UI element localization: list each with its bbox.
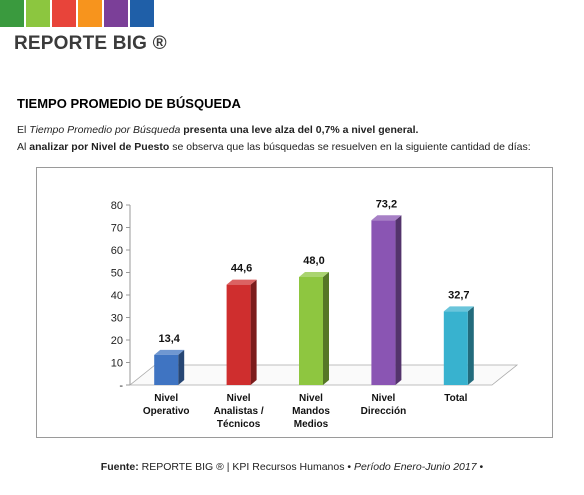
description-1-b: Tiempo Promedio por Búsqueda — [29, 124, 181, 136]
x-tick-label: Total — [444, 393, 467, 404]
x-tick-label: Medios — [294, 419, 329, 430]
stripe-4 — [78, 0, 102, 27]
stripe-5 — [104, 0, 128, 27]
bar-top — [371, 215, 402, 221]
y-tick-label: 50 — [111, 268, 123, 280]
bar-side — [323, 272, 329, 385]
bar-value-label: 32,7 — [448, 289, 469, 301]
bar — [443, 311, 468, 385]
x-tick-label: Dirección — [361, 406, 407, 417]
bar-top — [226, 279, 257, 285]
description-2-b: analizar por Nivel de Puesto — [29, 141, 170, 153]
footer-source-text: REPORTE BIG ® | KPI Recursos Humanos — [138, 461, 348, 473]
brand-logo-text: REPORTE BIG ® — [14, 33, 167, 54]
stripe-3 — [52, 0, 76, 27]
description-1-a: El — [17, 124, 30, 136]
bar-value-label: 73,2 — [376, 198, 397, 210]
x-tick-label: Operativo — [143, 406, 190, 417]
footer-bullet-1: • — [347, 461, 352, 473]
y-tick-label: 80 — [111, 200, 123, 212]
bar-side — [395, 215, 402, 385]
bar-side — [250, 279, 257, 385]
x-tick-label: Mandos — [292, 406, 330, 417]
bar-value-label: 44,6 — [231, 263, 252, 275]
brand-stripes — [0, 0, 156, 27]
description-1-c: presenta una leve alza del 0,7% a nivel … — [180, 124, 419, 136]
y-tick-label: 70 — [111, 223, 123, 235]
bar-side — [178, 349, 185, 385]
bar-value-label: 13,4 — [158, 333, 180, 345]
bar-top — [154, 349, 185, 355]
stripe-1 — [0, 0, 24, 27]
footer-bullet-2: • — [479, 461, 484, 473]
x-tick-label: Nivel — [299, 393, 323, 404]
y-tick-label: 10 — [111, 358, 123, 370]
x-tick-label: Analistas / — [214, 406, 264, 417]
bar — [371, 220, 396, 385]
y-tick-label: 20 — [111, 335, 123, 347]
footer-source-label: Fuente: — [100, 461, 139, 473]
description-2-c: se observa que las búsquedas se resuelve… — [169, 141, 531, 153]
y-tick-label: 60 — [111, 245, 123, 257]
y-tick-label: - — [119, 380, 123, 392]
y-tick-label: 30 — [111, 313, 123, 325]
bar-top — [443, 306, 474, 312]
description-2-a: Al — [17, 141, 30, 153]
x-tick-label: Nivel — [227, 393, 251, 404]
section-title: TIEMPO PROMEDIO DE BÚSQUEDA — [17, 96, 241, 111]
bar-top — [299, 272, 329, 277]
x-tick-label: Nivel — [371, 393, 395, 404]
y-tick-label: 40 — [111, 290, 123, 302]
bar — [299, 277, 323, 385]
bar-value-label: 48,0 — [303, 255, 324, 267]
chart-frame: - 10 20 30 40 50 60 70 80 13,4 Nivel Operativo 44,6 N… — [36, 167, 553, 438]
bar — [154, 354, 179, 385]
bar — [226, 284, 251, 385]
footer-period: Período Enero-Junio 2017 — [351, 461, 480, 473]
description-line-1: El Tiempo Promedio por Búsqueda presenta… — [17, 124, 418, 136]
stripe-6 — [130, 0, 154, 27]
x-tick-label: Técnicos — [217, 419, 261, 430]
bar-chart: - 10 20 30 40 50 60 70 80 13,4 Nivel Operativo 44,6 N… — [111, 198, 519, 430]
footer: Fuente: REPORTE BIG ® | KPI Recursos Hum… — [0, 461, 584, 473]
description-line-2: Al analizar por Nivel de Puesto se obser… — [17, 141, 531, 153]
stripe-2 — [26, 0, 50, 27]
bar-side — [467, 306, 474, 385]
x-tick-label: Nivel — [154, 393, 178, 404]
